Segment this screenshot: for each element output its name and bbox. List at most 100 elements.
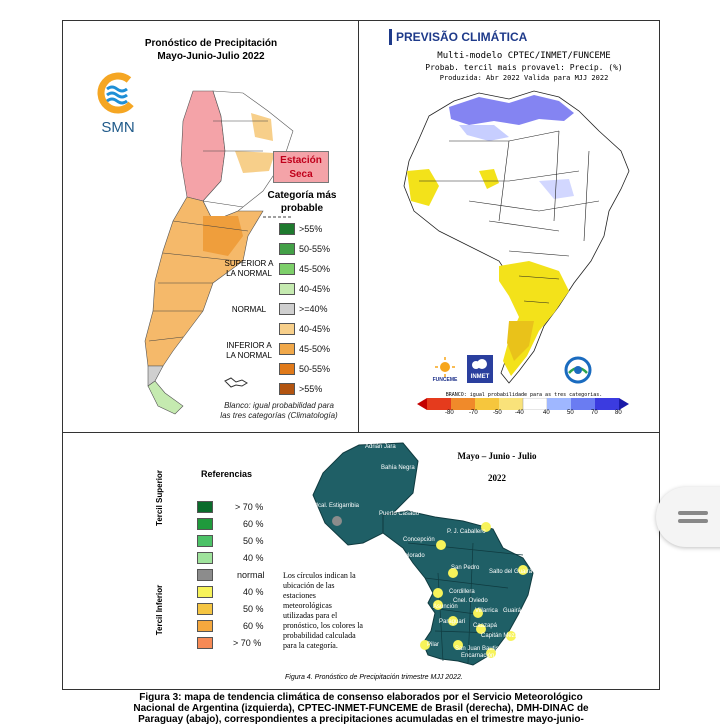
brazil-above-normal-light [459,125,509,141]
colorbar-tick-5: 50 [567,410,574,416]
group-inferior: INFERIOR A LA NORMAL [223,341,275,361]
argentina-legend-swatch-7 [279,363,295,375]
label-cnel-oviedo: Cnel. Oviedo [453,598,488,604]
argentina-note-line2: las tres categorías (Climatología) [220,411,338,420]
station-pilar [420,640,430,650]
argentina-legend-label-4: >=40% [299,304,328,314]
py-legend-label-4: normal [237,570,265,580]
station-pj-caballero [481,522,491,532]
argentina-map [144,90,294,415]
brazil-above-normal-east [539,179,574,199]
brazil-subtitle1: Multi-modelo CPTEC/INMET/FUNCEME [437,51,611,61]
inmet-logo: INMET [467,355,493,383]
paraguay-department-lines [407,542,524,664]
brazil-map [403,90,630,384]
argentina-province-lines [148,120,268,342]
argentina-legend-label-2: 45-50% [299,264,331,274]
colorbar-tick-3: -40 [515,410,524,416]
dry-season-line1: Estación [280,155,322,166]
figure-caption-line1: Figura 3: mapa de tendencia climática de… [139,692,583,703]
argentina-legend-swatch-4 [279,303,295,315]
brazil-title-bar [389,29,392,45]
brazil-below-normal-west [407,169,439,206]
smn-logo: SMN [93,69,143,139]
drag-handle-bar-top [678,511,708,515]
brazil-below-normal-central [479,169,499,189]
argentina-legend-swatch-8 [279,383,295,395]
py-legend-label-8: > 70 % [233,638,262,648]
paraguay-note-line-1: ubicación de las [283,581,335,590]
station-mcal-estigarribia [332,516,342,526]
inmet-logo-text: INMET [470,374,490,380]
argentina-note-line1: Blanco: igual probabilidad para [224,401,334,410]
paraguay-note-line-0: Los círculos indican la [283,571,356,580]
category-title-line2: probable [280,203,324,214]
figure-caption-line2: Nacional de Argentina (izquierda), CPTEC… [133,703,589,714]
colorbar-right-arrow [619,398,629,410]
colorbar-left-arrow [417,398,427,410]
paraguay-note-line-6: probabilidad calculada [283,631,356,640]
figure-caption: Figura 3: mapa de tendencia climática de… [62,692,660,725]
colorbar-tick-6: 70 [591,410,598,416]
label-san-pedro: San Pedro [451,565,480,571]
paraguay-panel: Referencias Tercil Superior Tercil Infer… [62,432,660,690]
paraguay-note-line-7: para la categoría. [283,641,338,650]
label-encarnacion: Encarnación [461,653,495,659]
category-title: Categoría más probable [261,189,343,215]
label-bahia-negra: Bahía Negra [381,465,415,471]
paraguay-title: Mayo – Junio - Julio [457,451,537,461]
py-legend-swatch-6 [197,603,213,615]
station-capitan-meza [506,631,516,641]
argentina-legend-label-0: >55% [299,224,323,234]
py-legend-swatch-3 [197,552,213,564]
argentina-title: Pronóstico de Precipitación Mayo-Junio-J… [63,37,359,63]
inmet-cloud-icon [472,359,487,369]
label-caazapa: Caazapá [473,623,498,629]
py-legend-swatch-0 [197,501,213,513]
smn-logo-icon [97,72,139,114]
argentina-legend-label-6: 45-50% [299,344,331,354]
label-concepcion: Concepción [403,537,435,543]
station-asuncion [433,600,443,610]
station-concepcion [436,540,446,550]
argentina-ne-orange-patch [235,151,275,173]
brazil-below-normal-south [499,261,569,376]
colorbar-tick-7: 80 [615,410,622,416]
group-inferior-line1: INFERIOR A [226,341,272,350]
argentina-legend-label-1: 50-55% [299,244,331,254]
station-cordillera [433,588,443,598]
brazil-state-lines [419,130,600,304]
brazil-panel: PREVISÃO CLIMÁTICA Multi-modelo CPTEC/IN… [358,20,660,434]
colorbar-seg-0 [427,398,451,410]
paraguay-refs-title: Referencias [201,469,253,479]
py-legend-swatch-5 [197,586,213,598]
label-asuncion: Asunción [433,604,458,610]
drag-handle[interactable] [656,487,720,547]
station-san-juan-bautista [453,640,463,650]
colorbar-seg-4 [522,398,548,410]
argentina-title-line1: Pronóstico de Precipitación [144,38,278,49]
brazil-subtitle3: Produzida: Abr 2022 Valida para MJJ 2022 [439,74,609,82]
py-legend-swatch-7 [197,620,213,632]
label-salto-del-guaira: Salto del Guairá [489,569,533,575]
label-paraguari: Paraguarí [439,619,466,625]
argentina-legend-swatch-6 [279,343,295,355]
argentina-title-line2: Mayo-Junio-Julio 2022 [157,51,265,62]
station-villarrica [473,608,483,618]
label-adrian-jara: Adrián Jara [365,444,396,450]
py-legend-swatch-2 [197,535,213,547]
py-legend-swatch-4 [197,569,213,581]
brazil-above-normal-north [449,95,574,125]
argentina-legend-label-5: 40-45% [299,324,331,334]
py-legend-label-0: > 70 % [235,502,264,512]
colorbar-seg-5 [547,398,571,410]
station-encarnacion [486,648,496,658]
argentina-legend-label-8: >55% [299,384,323,394]
label-san-juan-bautista: San Juan Bautista [455,646,504,652]
group-superior: SUPERIOR A LA NORMAL [223,259,275,279]
station-caazapa [476,624,486,634]
argentina-legend-label-3: 40-45% [299,284,331,294]
paraguay-note: Los círculos indican la ubicación de las… [283,571,403,651]
argentina-legend-swatch-1 [279,243,295,255]
argentina-panel: Pronóstico de Precipitación Mayo-Junio-J… [62,20,360,434]
